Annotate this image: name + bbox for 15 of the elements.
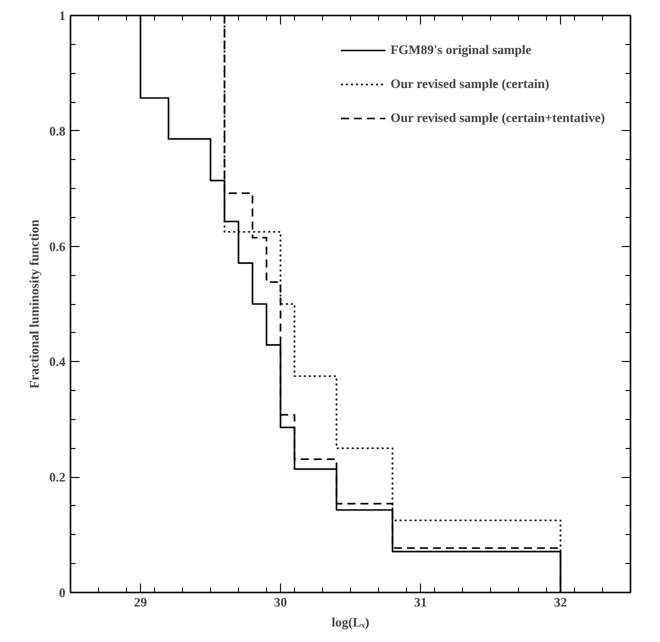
x-axis-title: log(Lₓ)	[332, 614, 370, 630]
y-tick-label: 0.8	[49, 123, 66, 138]
x-tick-label: 29	[134, 594, 148, 610]
y-tick-label: 1	[59, 8, 66, 23]
legend-label: FGM89's original sample	[390, 42, 532, 58]
x-tick-label: 32	[554, 594, 567, 610]
x-tick-label: 31	[414, 594, 427, 610]
y-tick-label: 0	[59, 585, 66, 600]
y-tick-label: 0.2	[49, 470, 66, 485]
y-tick-label: 0.6	[49, 238, 66, 254]
legend-label: Our revised sample (certain)	[390, 76, 550, 92]
x-tick-label: 30	[274, 594, 287, 610]
y-tick-label: 0.4	[49, 354, 66, 370]
y-axis-title: Fractional luminosity function	[26, 218, 42, 389]
legend-label: Our revised sample (certain+tentative)	[390, 110, 605, 126]
